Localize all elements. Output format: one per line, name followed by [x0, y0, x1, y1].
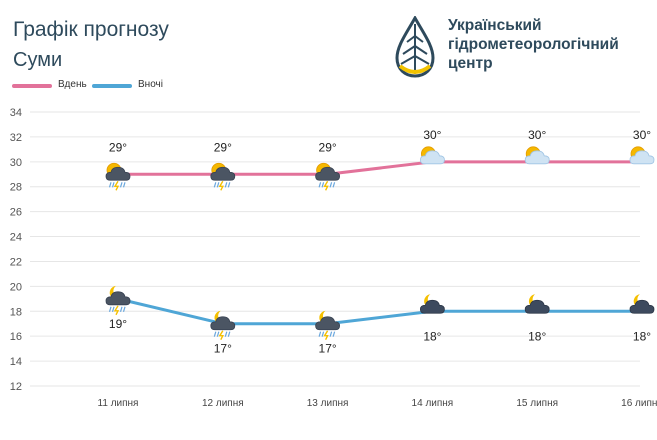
moon-cloud-icon [419, 294, 445, 314]
sun-cloud-storm-rain-icon [315, 162, 341, 191]
cloud-shape [105, 291, 131, 306]
drop-logo-icon [395, 16, 435, 78]
sun-cloud-storm-rain-icon [105, 162, 131, 191]
lightning-shape [113, 305, 120, 316]
data-label: 29° [109, 140, 127, 154]
y-tick-label: 30 [10, 157, 22, 169]
legend-swatch-day [12, 84, 52, 88]
x-tick-label: 16 липня [621, 398, 657, 409]
cloud-shape [105, 166, 131, 181]
x-tick-label: 14 липня [412, 398, 454, 409]
cloud-shape [419, 299, 445, 314]
rain-drop [329, 182, 333, 188]
cloud-shape [524, 299, 550, 314]
rain-drop [216, 182, 220, 188]
chart-title: Графік прогнозу [13, 18, 169, 41]
y-tick-label: 18 [10, 306, 22, 318]
lightning-shape [323, 330, 329, 341]
cloud-shape [629, 150, 655, 165]
cloud-shape [210, 166, 236, 181]
lightning-shape [218, 330, 224, 341]
data-label: 30° [528, 128, 546, 142]
organization-name: Український гідрометеорологічний центр [448, 16, 619, 73]
cloud-shape [210, 316, 236, 331]
legend-swatch-night [92, 84, 132, 88]
y-tick-label: 32 [10, 132, 22, 144]
rain-drop [122, 182, 126, 188]
rain-drop [318, 182, 322, 188]
data-label: 18° [633, 329, 651, 343]
data-label: 30° [633, 128, 651, 142]
rain-drop [122, 306, 126, 312]
organization-name-line-2: гідрометеорологічний [448, 36, 619, 53]
cloud-shape [629, 299, 655, 314]
rain-drop [216, 331, 220, 337]
rain-drop [321, 182, 325, 188]
rain-drop [318, 331, 322, 337]
data-label: 18° [528, 329, 546, 343]
rain-drop [332, 182, 336, 188]
moon-cloud-storm-rain-icon [315, 310, 341, 341]
rain-drop [227, 331, 231, 337]
y-tick-label: 12 [10, 381, 22, 393]
data-label: 19° [109, 317, 127, 331]
y-tick-label: 14 [10, 356, 22, 368]
rain-drop [224, 182, 228, 188]
x-tick-label: 11 липня [98, 398, 139, 409]
data-label: 30° [423, 128, 441, 142]
series-line-day [118, 160, 642, 176]
data-label: 29° [214, 140, 232, 154]
sun-cloud-icon [524, 146, 550, 165]
organization-name-line-1: Український [448, 17, 542, 34]
sun-cloud-storm-rain-icon [210, 162, 236, 191]
cloud-shape [315, 166, 341, 181]
y-tick-label: 16 [10, 331, 22, 343]
rain-drop [119, 182, 123, 188]
rain-drop [108, 306, 112, 312]
y-tick-label: 34 [10, 107, 22, 119]
rain-drop [108, 182, 112, 188]
x-tick-label: 13 липня [307, 398, 349, 409]
lightning-shape [323, 180, 329, 191]
y-tick-label: 24 [10, 232, 22, 244]
data-label: 29° [319, 140, 337, 154]
data-label: 18° [423, 329, 441, 343]
x-tick-label: 12 липня [202, 398, 244, 409]
moon-cloud-storm-rain-icon [105, 285, 131, 316]
rain-drop [227, 182, 231, 188]
x-tick-label: 15 липня [516, 398, 558, 409]
lightning-shape [113, 180, 120, 191]
rain-drop [329, 331, 333, 337]
y-tick-label: 20 [10, 281, 22, 293]
rain-drop [213, 182, 217, 188]
city-name: Суми [13, 49, 63, 71]
cloud-shape [419, 150, 445, 165]
moon-cloud-storm-rain-icon [210, 310, 236, 341]
sun-cloud-icon [419, 146, 445, 165]
organization-name-line-3: центр [448, 55, 493, 72]
moon-cloud-icon [524, 294, 550, 314]
data-label: 17° [319, 342, 337, 356]
rain-drop [213, 331, 217, 337]
y-tick-label: 26 [10, 207, 22, 219]
rain-drop [332, 331, 336, 337]
rain-drop [111, 182, 115, 188]
rain-drop [224, 331, 228, 337]
rain-drop [119, 306, 123, 312]
series-line-night [117, 297, 642, 326]
y-tick-label: 28 [10, 182, 22, 194]
lightning-shape [218, 180, 224, 191]
data-label: 17° [214, 342, 232, 356]
legend-label-night: Вночі [138, 79, 163, 90]
cloud-shape [524, 150, 550, 165]
sun-cloud-icon [629, 146, 655, 165]
cloud-shape [315, 316, 341, 331]
legend-label-day: Вдень [58, 79, 87, 90]
moon-cloud-icon [629, 294, 655, 314]
rain-drop [111, 306, 115, 312]
y-tick-label: 22 [10, 256, 22, 268]
rain-drop [321, 331, 325, 337]
